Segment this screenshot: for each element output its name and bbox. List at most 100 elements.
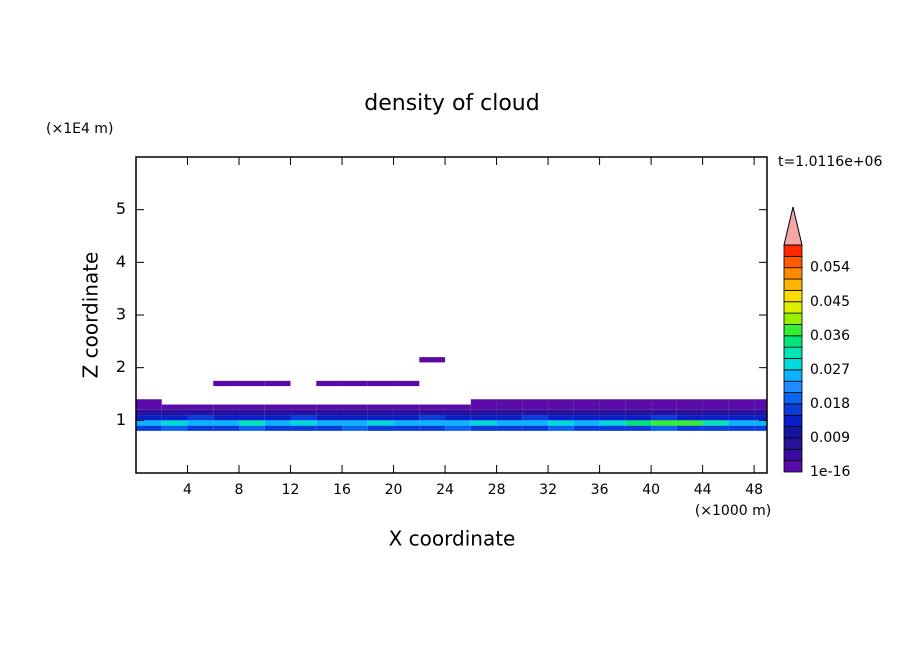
contour-cell	[290, 409, 317, 416]
contour-cell	[393, 380, 420, 387]
colorbar-segment	[783, 312, 803, 325]
contour-cell	[625, 425, 652, 431]
contour-cell	[367, 420, 394, 426]
contour-cell	[239, 425, 265, 431]
colorbar-segment	[783, 278, 803, 291]
contour-cell	[239, 404, 265, 410]
x-tick-label: 4	[183, 482, 192, 498]
contour-cell	[754, 415, 767, 421]
contour-cell	[702, 409, 729, 416]
contour-cell	[342, 404, 368, 410]
x-axis-label: X coordinate	[389, 527, 516, 551]
colorbar-label: 0.027	[810, 362, 850, 378]
contour-cell	[496, 409, 523, 416]
contour-cell	[728, 425, 755, 431]
contour-cell	[573, 415, 600, 421]
contour-cell	[676, 409, 703, 416]
contour-cell	[342, 380, 368, 387]
contour-cell	[522, 425, 549, 431]
contour-cell	[136, 404, 162, 410]
colorbar-segment	[783, 392, 803, 405]
colorbar-segment	[783, 426, 803, 439]
contour-cell	[239, 380, 265, 387]
colorbar-label: 1e-16	[810, 464, 850, 480]
contour-cell	[548, 404, 574, 410]
contour-cell	[316, 409, 343, 416]
contour-cell	[548, 415, 574, 421]
contour-cell	[419, 415, 446, 421]
contour-cell	[754, 409, 767, 416]
contour-cell	[522, 415, 549, 421]
contour-cell	[445, 420, 471, 426]
contour-cell	[239, 420, 265, 426]
contour-cell	[676, 415, 703, 421]
contour-cell	[625, 415, 652, 421]
contour-cell	[522, 420, 549, 426]
contour-cell	[393, 409, 420, 416]
contour-cell	[161, 415, 188, 421]
colorbar-segment	[783, 244, 803, 257]
colorbar-segment	[783, 380, 803, 393]
contour-cell	[161, 404, 188, 410]
y-tick-label: 1	[116, 410, 126, 429]
contour-cell	[599, 409, 626, 416]
contour-cell	[599, 404, 626, 410]
x-tick-label: 48	[745, 482, 763, 498]
contour-cell	[367, 404, 394, 410]
contour-cell	[522, 409, 549, 416]
contour-cell	[676, 420, 703, 426]
y-axis-label: Z coordinate	[79, 252, 103, 379]
contour-cell	[625, 399, 652, 405]
contour-cell	[470, 420, 497, 426]
contour-cell	[625, 420, 652, 426]
contour-cell	[290, 425, 317, 431]
contour-cell	[445, 415, 471, 421]
colorbar-segment	[783, 289, 803, 303]
colorbar-segment	[783, 414, 803, 428]
contour-cell	[573, 420, 600, 426]
contour-cell	[728, 415, 755, 421]
contour-cell	[651, 409, 677, 416]
contour-cell	[728, 399, 755, 405]
y-tick-label: 2	[116, 357, 126, 376]
colorbar-segment	[783, 448, 803, 462]
contour-cell	[264, 420, 291, 426]
contour-cell	[316, 425, 343, 431]
contour-cell	[573, 425, 600, 431]
contour-cell	[496, 399, 523, 405]
contour-cell	[625, 409, 652, 416]
x-tick-label: 20	[385, 482, 403, 498]
contour-cell	[264, 409, 291, 416]
contour-cell	[754, 425, 767, 431]
colorbar-label: 0.009	[810, 430, 850, 446]
contour-cell	[470, 415, 497, 421]
x-tick-label: 32	[539, 482, 557, 498]
x-tick-label: 12	[282, 482, 300, 498]
contour-cell	[342, 415, 368, 421]
contour-cell	[419, 425, 446, 431]
colorbar-segment	[783, 267, 803, 280]
contour-cell	[728, 404, 755, 410]
colorbar-label: 0.045	[810, 294, 850, 310]
contour-cell	[213, 415, 240, 421]
contour-cell	[136, 415, 162, 421]
contour-cell	[419, 357, 446, 363]
x-unit: (×1000 m)	[695, 503, 771, 519]
contour-cell	[728, 420, 755, 426]
contour-cell	[573, 409, 600, 416]
contour-cell	[316, 415, 343, 421]
contour-cell	[264, 415, 291, 421]
contour-cell	[316, 404, 343, 410]
contour-cell	[676, 404, 703, 410]
contour-cell	[599, 415, 626, 421]
colorbar-segment	[783, 324, 803, 337]
contour-cell	[702, 420, 729, 426]
contour-cell	[213, 409, 240, 416]
y-unit: (×1E4 m)	[46, 121, 113, 137]
contour-cell	[676, 399, 703, 405]
colorbar-segment	[783, 301, 803, 314]
contour-cell	[342, 420, 368, 426]
colorbar-label: 0.054	[810, 260, 850, 276]
contour-cell	[393, 420, 420, 426]
